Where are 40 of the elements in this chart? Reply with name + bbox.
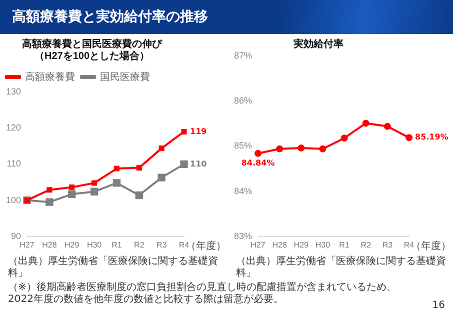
- text: 高額療養費と実効給付率の推移: [0, 0, 453, 34]
- x-tick-label: H29: [64, 240, 80, 250]
- x-tick-label: H29: [294, 240, 310, 250]
- text: 16: [432, 300, 445, 311]
- text: （出典）厚生労働省「医療保険に関する基礎資料」: [8, 256, 219, 280]
- y-tick-label: 86%: [234, 96, 252, 106]
- data-label: 119: [190, 126, 208, 136]
- y-tick-label: 85%: [234, 140, 252, 151]
- y-tick-label: 83%: [234, 230, 252, 241]
- chart-title: 実効給付率: [292, 38, 344, 50]
- data-label: 85.19%: [415, 132, 448, 142]
- y-tick-label: 120: [6, 122, 22, 133]
- y-tick-label: 130: [6, 86, 22, 96]
- y-tick-label: 87%: [234, 50, 252, 60]
- x-tick-label: H30: [86, 240, 102, 250]
- legend-label: 高額療養費: [25, 70, 75, 83]
- y-tick-label: 90: [11, 230, 22, 241]
- y-tick-label: 110: [6, 158, 22, 169]
- data-label: 110: [190, 159, 208, 168]
- x-tick-label: R1: [339, 240, 350, 250]
- x-tick-label: H27: [250, 240, 266, 250]
- x-tick-label: R2: [134, 240, 145, 250]
- x-tick-label: H28: [272, 240, 288, 250]
- x-tick-label: R2: [360, 240, 372, 250]
- x-tick-label: H27: [20, 240, 35, 250]
- chart-title: 高額療養費と国民医療費の伸び: [22, 38, 163, 50]
- x-tick-label: H30: [315, 240, 331, 250]
- chart-subtitle: （H27を100とした場合）: [34, 50, 150, 62]
- y-tick-label: 84%: [234, 186, 252, 196]
- x-tick-label: H28: [42, 240, 58, 250]
- data-label: 84.84%: [241, 158, 275, 168]
- x-tick-label: R3: [382, 240, 394, 250]
- x-tick-label: R4: [404, 240, 415, 250]
- text: （出典）厚生労働省「医療保険に関する基礎資料」: [236, 256, 447, 280]
- x-tick-label: R4: [178, 240, 190, 250]
- x-tick-label: R1: [112, 240, 122, 250]
- x-tick-label: R3: [156, 240, 168, 250]
- text: （※）後期高齢者医療制度の窓口負担割合の見直し時の配慮措置が含まれているため、2022年度の数値を他年度の数値と比較する際は留意が必要。: [8, 282, 398, 306]
- legend-label: 国民医療費: [100, 70, 150, 83]
- y-tick-label: 100: [6, 194, 22, 205]
